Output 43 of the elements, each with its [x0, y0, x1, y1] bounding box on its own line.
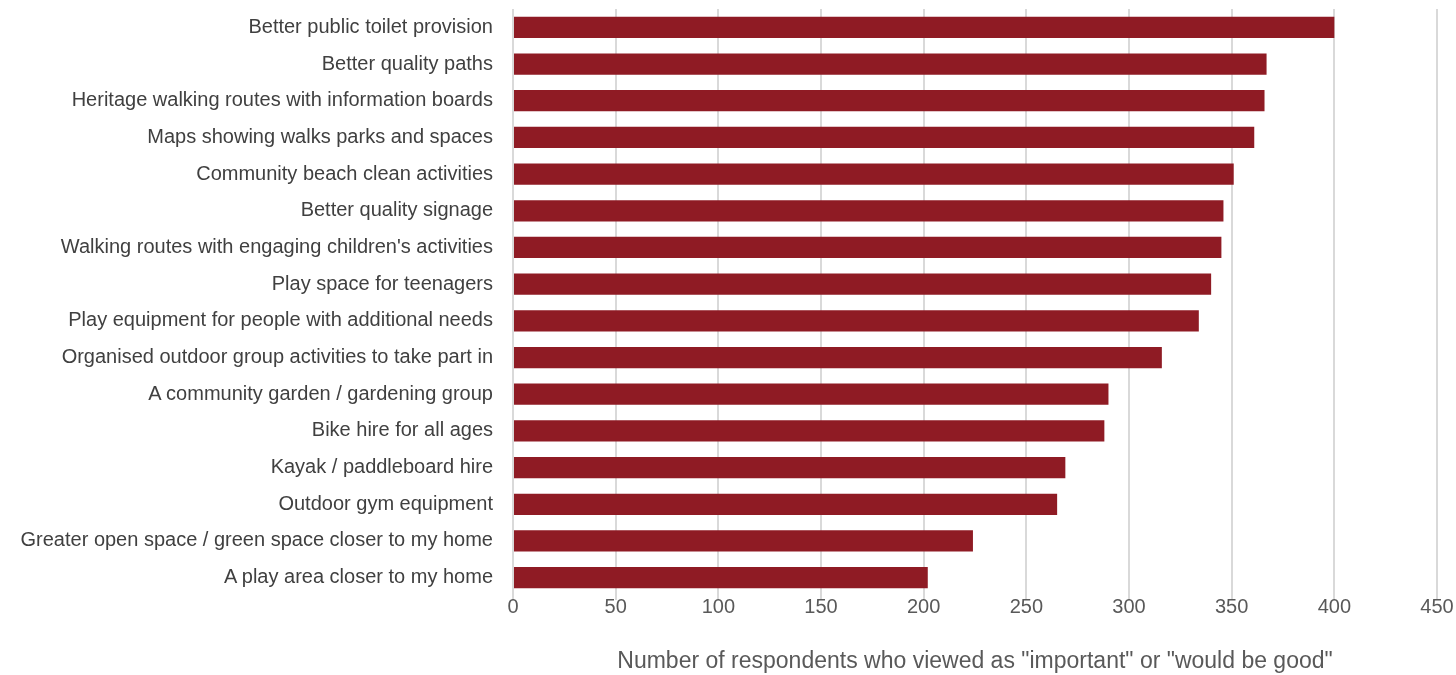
y-tick-label: Kayak / paddleboard hire [270, 455, 493, 478]
bar [514, 456, 1066, 479]
y-tick-label: Maps showing walks parks and spaces [147, 124, 493, 147]
bar [514, 53, 1267, 75]
y-tick-label: Play space for teenagers [271, 271, 493, 294]
x-tick-label: 200 [906, 594, 941, 617]
x-tick-label: 50 [604, 594, 627, 617]
bar [514, 420, 1105, 442]
bar [514, 126, 1255, 149]
bar [514, 493, 1058, 515]
x-tick-label: 450 [1420, 594, 1454, 617]
y-tick-label: Better quality signage [300, 198, 493, 221]
bar [514, 273, 1212, 295]
x-tick-label: 300 [1112, 594, 1146, 617]
y-tick-label: A community garden / gardening group [148, 381, 493, 404]
bar [514, 236, 1222, 259]
x-tick-label: 400 [1317, 594, 1352, 617]
y-tick-label: Outdoor gym equipment [278, 491, 494, 514]
y-tick-label: Bike hire for all ages [311, 418, 493, 441]
y-tick-label: Greater open space / green space closer to my home [20, 528, 493, 551]
x-tick-label: 250 [1009, 594, 1044, 617]
y-tick-label: Organised outdoor group activities to take part in [61, 345, 493, 368]
bar [514, 310, 1199, 332]
x-tick-label: 0 [507, 594, 519, 617]
y-tick-label: Heritage walking routes with information boards [71, 88, 493, 111]
y-tick-label: Better public toilet provision [248, 14, 493, 37]
bar [514, 346, 1162, 369]
bar [514, 16, 1335, 38]
y-tick-label: Community beach clean activities [196, 161, 493, 184]
bar [514, 567, 928, 589]
x-tick-label: 350 [1214, 594, 1249, 617]
y-tick-label: Play equipment for people with additional needs [68, 308, 493, 331]
bar [514, 163, 1234, 185]
y-tick-label: A play area closer to my home [223, 565, 493, 588]
x-tick-label: 150 [804, 594, 838, 617]
bar [514, 383, 1109, 405]
x-tick-label: 100 [701, 594, 736, 617]
bar [514, 530, 973, 552]
y-tick-label: Better quality paths [321, 51, 493, 74]
bar [514, 90, 1265, 112]
x-axis-title: Number of respondents who viewed as "important" or "would be good" [617, 646, 1333, 673]
bar [514, 200, 1224, 222]
y-tick-label: Walking routes with engaging children's activities [60, 234, 493, 257]
